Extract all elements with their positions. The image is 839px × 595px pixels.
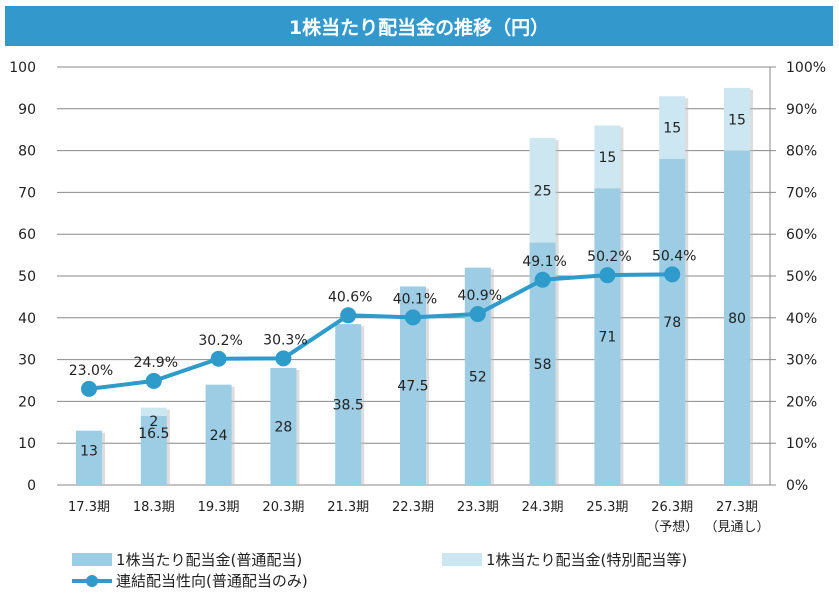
bar-special	[140, 407, 167, 417]
x-tick-sublabel: （見通し）	[704, 520, 769, 535]
bar-label-regular: 78	[663, 315, 681, 331]
y2-tick-label: 60%	[786, 227, 817, 243]
bar-regular	[335, 324, 362, 485]
bar-label-regular: 24	[210, 428, 228, 444]
payout-point	[469, 306, 486, 323]
y-tick-label: 80	[18, 144, 36, 160]
payout-label: 23.0%	[69, 363, 113, 379]
y2-tick-label: 90%	[786, 102, 817, 118]
bar-label-special: 15	[598, 150, 616, 166]
x-tick-label: 17.3期	[68, 500, 110, 515]
x-tick-label: 25.3期	[586, 500, 628, 515]
bar-regular	[594, 188, 621, 485]
y-tick-label: 40	[18, 311, 36, 327]
bar-special	[529, 138, 556, 243]
y2-tick-label: 70%	[786, 185, 817, 201]
y2-tick-label: 0%	[786, 478, 808, 494]
legend-label-payout: 連結配当性向(普通配当のみ)	[116, 572, 308, 590]
bar-special	[724, 87, 750, 151]
bar-special	[594, 125, 621, 189]
bar-regular	[724, 150, 750, 485]
payout-label: 49.1%	[522, 254, 566, 270]
chart-title: 1株当たり配当金の推移（円）	[5, 6, 833, 46]
bar-regular	[140, 416, 167, 485]
payout-label: 30.2%	[198, 333, 242, 349]
x-tick-label: 20.3期	[262, 500, 304, 515]
bar-regular	[659, 158, 686, 485]
y-tick-label: 0	[27, 478, 36, 494]
bar-label-regular: 71	[598, 330, 616, 346]
bar-label-regular: 38.5	[333, 398, 364, 414]
payout-label: 40.9%	[458, 288, 502, 304]
x-tick-label: 22.3期	[392, 500, 434, 515]
payout-point	[275, 350, 292, 367]
bar-special	[659, 96, 686, 159]
bar-label-regular: 80	[728, 311, 746, 327]
payout-line	[88, 272, 673, 391]
y-tick-label: 30	[18, 353, 36, 369]
payout-point	[599, 267, 616, 284]
payout-label: 50.2%	[587, 249, 631, 265]
y2-tick-label: 100%	[786, 60, 826, 76]
payout-label: 30.3%	[263, 332, 307, 348]
x-tick-label: 19.3期	[198, 500, 240, 515]
bar-label-special: 25	[534, 183, 552, 199]
legend-item-special: 1株当たり配当金(特別配当等)	[442, 549, 687, 570]
x-tick-label: 26.3期	[651, 500, 693, 515]
payout-point	[145, 372, 162, 389]
bar-regular	[270, 367, 297, 485]
payout-label: 40.1%	[393, 291, 437, 307]
payout-label: 24.9%	[134, 355, 178, 371]
x-tick-label: 18.3期	[133, 500, 175, 515]
bar-label-special: 15	[663, 121, 681, 137]
bar-label-regular: 13	[80, 444, 98, 460]
payout-point	[81, 380, 97, 397]
payout-point	[405, 309, 421, 326]
bar-label-special: 2	[149, 414, 158, 430]
bar-label-regular: 47.5	[397, 379, 428, 395]
payout-point	[534, 271, 551, 288]
legend-item-regular: 1株当たり配当金(普通配当)	[72, 549, 302, 570]
x-tick-label: 21.3期	[327, 500, 369, 515]
y2-tick-label: 80%	[786, 144, 817, 160]
bar-regular	[464, 267, 491, 485]
y-tick-label: 50	[18, 269, 36, 285]
bar-label-regular: 16.5	[138, 426, 169, 442]
x-tick-label: 23.3期	[457, 500, 499, 515]
y-tick-label: 20	[18, 394, 36, 410]
y-tick-label: 90	[18, 102, 36, 118]
legend-item-payout: 連結配当性向(普通配当のみ)	[72, 570, 308, 591]
bar-label-special: 15	[728, 112, 746, 128]
y2-tick-label: 10%	[786, 436, 817, 452]
bar-label-regular: 28	[274, 419, 292, 435]
payout-point	[340, 307, 357, 324]
x-tick-sublabel: （予想）	[646, 519, 698, 535]
payout-label: 50.4%	[652, 248, 696, 264]
bar-label-regular: 58	[534, 357, 552, 373]
x-tick-label: 27.3期	[716, 500, 758, 515]
y-tick-label: 60	[18, 227, 36, 243]
legend-swatch-regular	[72, 553, 112, 566]
payout-label: 40.6%	[328, 289, 372, 305]
y-tick-label: 70	[18, 185, 36, 201]
x-tick-label: 24.3期	[522, 500, 564, 515]
bar-regular	[205, 384, 232, 485]
bar-label-regular: 52	[469, 369, 487, 385]
y2-tick-label: 50%	[786, 269, 817, 285]
y-tick-label: 100	[9, 60, 36, 76]
y2-tick-label: 40%	[786, 311, 817, 327]
y2-tick-label: 20%	[786, 394, 817, 410]
legend-label-regular: 1株当たり配当金(普通配当)	[116, 551, 303, 569]
payout-point	[210, 350, 227, 367]
bar-regular	[76, 430, 102, 485]
legend-label-special: 1株当たり配当金(特別配当等)	[486, 551, 688, 569]
y2-tick-label: 30%	[786, 353, 817, 369]
y-tick-label: 10	[18, 436, 36, 452]
payout-point	[664, 266, 681, 283]
legend-line-payout	[72, 574, 112, 587]
legend-swatch-special	[442, 553, 482, 566]
